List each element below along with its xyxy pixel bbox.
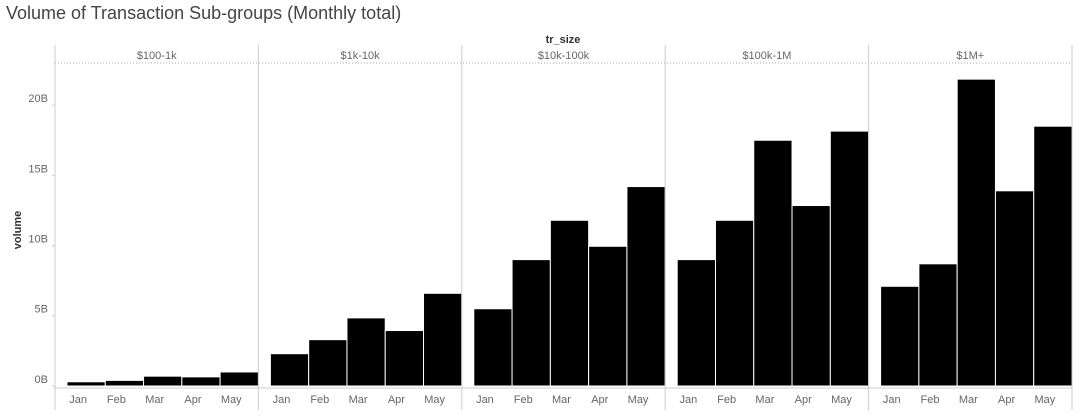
- bar: [1033, 125, 1073, 387]
- bar: [143, 375, 183, 387]
- x-tick-label: Feb: [514, 394, 533, 406]
- bar: [346, 317, 386, 387]
- bar: [918, 263, 958, 387]
- x-tick-label: Apr: [795, 394, 812, 406]
- x-tick-label: May: [628, 394, 649, 406]
- chart-title: Volume of Transaction Sub-groups (Monthl…: [6, 3, 401, 23]
- bar: [626, 186, 666, 387]
- bar: [829, 130, 870, 387]
- x-tick-label: Apr: [591, 394, 608, 406]
- bar: [269, 353, 310, 387]
- bar: [588, 245, 628, 387]
- x-tick-label: May: [424, 394, 445, 406]
- bar: [753, 139, 793, 387]
- x-tick-label: Mar: [959, 394, 978, 406]
- bar: [549, 219, 590, 387]
- x-tick-label: Apr: [388, 394, 405, 406]
- facet-label: $1M+: [956, 50, 984, 62]
- x-tick-label: Jan: [273, 394, 291, 406]
- x-tick-label: Mar: [755, 394, 774, 406]
- bar: [423, 292, 463, 387]
- bar: [511, 259, 551, 387]
- bar: [219, 371, 259, 387]
- facet-label: $10k-100k: [538, 50, 590, 62]
- x-tick-label: Mar: [145, 394, 164, 406]
- bar: [181, 376, 221, 387]
- x-tick-label: Mar: [552, 394, 571, 406]
- bar: [880, 285, 920, 387]
- x-tick-label: May: [221, 394, 242, 406]
- x-tick-label: Feb: [921, 394, 940, 406]
- bar: [384, 330, 425, 387]
- x-tick-label: Mar: [349, 394, 368, 406]
- bar: [308, 339, 348, 387]
- bar: [104, 379, 145, 387]
- x-tick-label: Jan: [69, 394, 87, 406]
- y-tick-label: 20B: [28, 93, 48, 105]
- x-tick-label: Feb: [310, 394, 329, 406]
- facet-label: $1k-10k: [341, 50, 381, 62]
- y-axis-label: volume: [12, 211, 24, 250]
- x-tick-label: May: [831, 394, 852, 406]
- bar: [66, 381, 106, 387]
- y-tick-label: 15B: [28, 163, 48, 175]
- x-tick-label: Feb: [107, 394, 126, 406]
- bar: [473, 308, 513, 387]
- x-tick-label: Apr: [998, 394, 1015, 406]
- facet-label: $100-1k: [137, 50, 177, 62]
- y-tick-label: 5B: [35, 304, 48, 316]
- facet-header: tr_size: [546, 34, 581, 46]
- y-tick-label: 0B: [35, 374, 48, 386]
- bar: [714, 219, 755, 387]
- y-tick-label: 10B: [28, 233, 48, 245]
- bar: [791, 205, 831, 387]
- x-tick-label: May: [1034, 394, 1055, 406]
- bar: [676, 259, 716, 387]
- facet-label: $100k-1M: [742, 50, 791, 62]
- x-tick-label: Jan: [883, 394, 901, 406]
- x-tick-label: Jan: [476, 394, 494, 406]
- bar: [994, 190, 1035, 387]
- x-tick-label: Apr: [184, 394, 201, 406]
- x-tick-label: Jan: [679, 394, 697, 406]
- bar: [956, 78, 996, 387]
- x-tick-label: Feb: [717, 394, 736, 406]
